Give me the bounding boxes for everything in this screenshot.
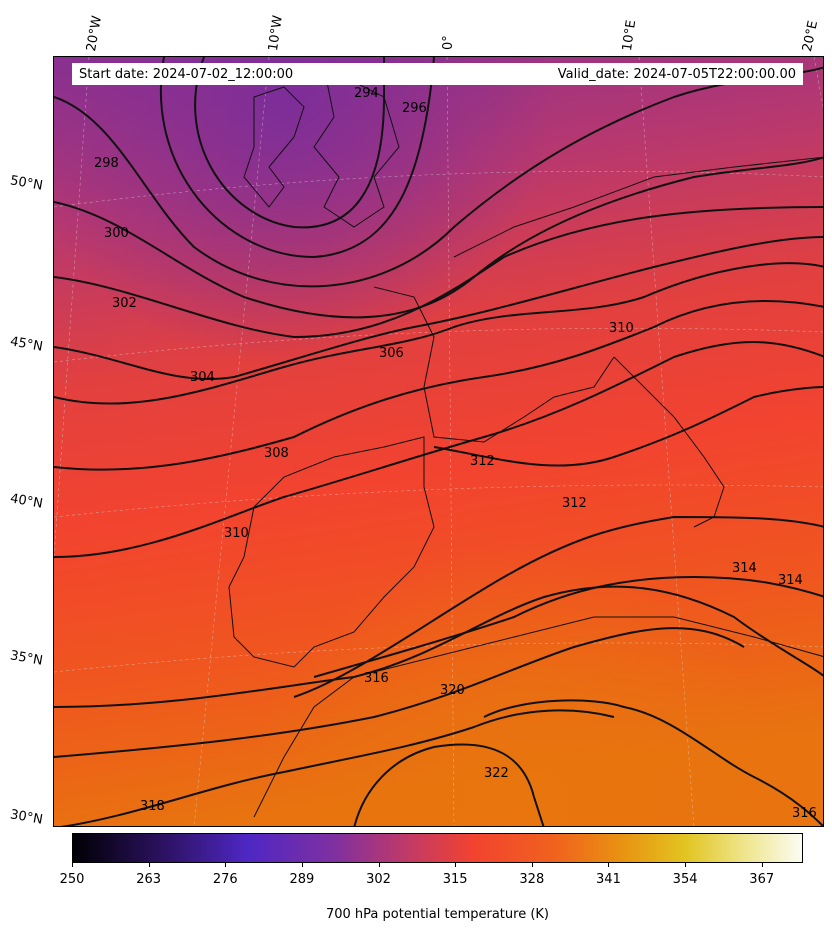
coastlines [228,66,823,818]
contour-316b [54,627,745,758]
colorbar-tick-label: 250 [59,872,85,887]
contour-labels: 294 296 298 300 302 304 306 308 310 310 … [94,86,817,821]
contour-308 [54,300,823,471]
contour-310 [54,341,823,558]
contour-label-316a: 316 [364,671,389,686]
lon-label-20e: 20°E [800,19,822,54]
lat-label-40n: 40°N [8,491,44,512]
contour-label-310a: 310 [224,526,249,541]
contour-312b [293,515,823,698]
colorbar-tick-label: 354 [672,872,698,887]
colorbar-tick [761,863,763,867]
colorbar-tick-label: 315 [442,872,468,887]
valid-date-text: Valid_date: 2024-07-05T22:00:00.00 [557,67,796,82]
lon-label-20w: 20°W [84,14,106,53]
contour-318 [60,709,615,826]
france-coastline [373,286,615,443]
colorbar-tick-label: 263 [136,872,162,887]
contour-label-294: 294 [354,86,379,101]
contour-296 [159,57,435,259]
start-date-text: Start date: 2024-07-02_12:00:00 [79,67,294,82]
contour-label-314b: 314 [778,573,803,588]
colorbar-tick-label: 328 [519,872,545,887]
contour-label-310b: 310 [609,321,634,336]
colorbar-title: 700 hPa potential temperature (K) [325,907,549,922]
colorbar-tick [455,863,457,867]
north-europe-coastline [453,156,823,258]
contour-label-298: 298 [94,156,119,171]
colorbar-tick [148,863,150,867]
colorbar-tick-label: 367 [749,872,775,887]
contour-294 [194,57,385,229]
graticule [54,57,823,826]
lat-label-50n: 50°N [8,173,44,194]
contour-label-318: 318 [140,799,165,814]
contour-label-312a: 312 [470,454,495,469]
colorbar-tick [301,863,303,867]
date-info-bar: Start date: 2024-07-02_12:00:00 Valid_da… [72,63,803,85]
north-africa-coastline [253,616,823,818]
colorbar-tick-label: 341 [596,872,621,887]
contour-label-316b: 316 [792,806,817,821]
map-panel: 294 296 298 300 302 304 306 308 310 310 … [53,56,824,827]
colorbar-tick [608,863,610,867]
contour-label-320: 320 [440,683,465,698]
colorbar-tick [531,863,533,867]
contour-316 [54,585,823,708]
contour-label-312b: 312 [562,496,587,511]
contour-298 [54,66,823,288]
contour-label-300: 300 [104,226,129,241]
contour-306 [54,262,823,405]
colorbar-tick-label: 276 [212,872,238,887]
lat-label-35n: 35°N [8,648,44,669]
contour-label-308: 308 [264,446,289,461]
colorbar-tick-label: 289 [289,872,315,887]
contour-label-302: 302 [112,296,137,311]
great-britain-coastline [313,66,400,228]
lon-label-10w: 10°W [266,14,286,53]
contour-304 [54,236,823,381]
lat-label-30n: 30°N [8,807,44,828]
map-canvas: 294 296 298 300 302 304 306 308 310 310 … [54,57,823,826]
contour-label-304: 304 [190,370,215,385]
iberia-coastline [228,436,435,668]
lon-label-0: 0° [441,35,456,50]
contour-320 [483,699,823,826]
isentrope-contours [54,57,823,826]
colorbar-tick-label: 302 [366,872,391,887]
ireland-coastline [243,86,305,208]
colorbar-tick [378,863,380,867]
lon-label-10e: 10°E [620,19,640,53]
colorbar [72,833,803,863]
colorbar-tick [685,863,687,867]
lat-label-45n: 45°N [8,334,44,355]
contour-label-322: 322 [484,766,509,781]
contour-label-314a: 314 [732,561,757,576]
contour-312a [433,386,823,467]
contour-302 [54,206,823,339]
contour-label-296: 296 [402,101,427,116]
contour-314 [313,575,823,678]
contour-label-306: 306 [379,346,404,361]
colorbar-tick [72,863,73,867]
colorbar-tick [225,863,227,867]
contour-322 [353,743,545,826]
